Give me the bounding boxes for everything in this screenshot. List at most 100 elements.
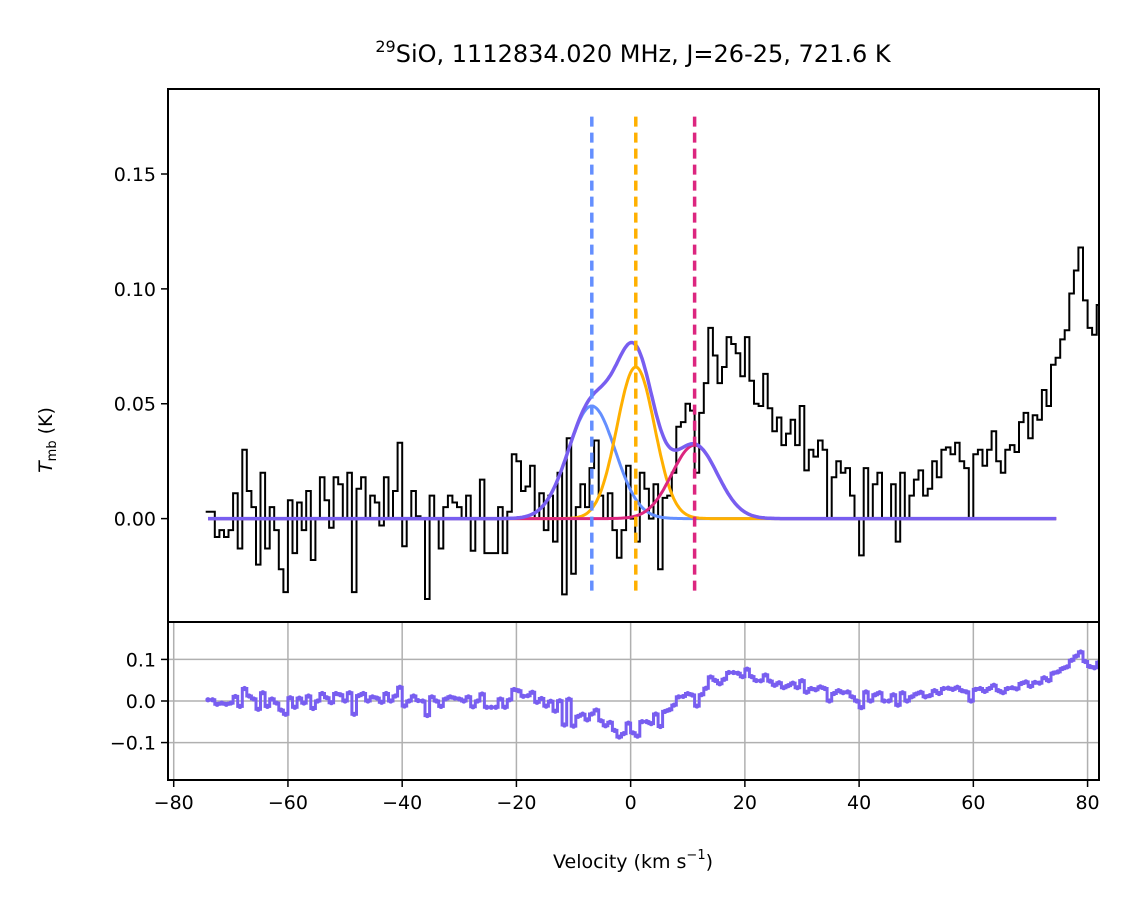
- residual-point: [1068, 657, 1075, 663]
- residual-point: [342, 698, 348, 704]
- residual-point: [639, 719, 645, 725]
- residual-ytick-label: 0.0: [126, 691, 156, 713]
- residual-point: [753, 677, 759, 684]
- residual-point: [470, 704, 476, 710]
- residual-point: [612, 727, 618, 734]
- residual-point: [232, 693, 238, 700]
- residual-point: [474, 698, 481, 704]
- residual-point: [785, 683, 791, 689]
- residual-point: [333, 690, 339, 697]
- residual-point: [1046, 678, 1052, 684]
- residual-point: [671, 702, 677, 708]
- chart-title: 29SiO, 1112834.020 MHz, J=26-25, 721.6 K: [375, 37, 891, 68]
- y-label-main: T: [35, 460, 57, 473]
- residual-point: [739, 674, 746, 680]
- residual-point: [420, 698, 426, 704]
- residual-point: [424, 712, 430, 719]
- residual-point: [1018, 680, 1024, 687]
- residual-point: [904, 698, 910, 704]
- xtick-label: −60: [268, 792, 308, 814]
- residual-point: [831, 690, 837, 697]
- residual-point: [781, 685, 787, 691]
- residual-point: [689, 692, 695, 698]
- residual-point: [264, 703, 270, 710]
- residual-point: [438, 703, 444, 710]
- residual-point: [840, 690, 846, 696]
- residual-point: [241, 685, 248, 692]
- residual-point: [548, 698, 554, 704]
- residual-point: [1000, 690, 1006, 696]
- residual-point: [694, 703, 700, 709]
- residual-point: [941, 685, 947, 692]
- residual-point: [369, 694, 376, 700]
- residual-point: [520, 693, 526, 699]
- residual-point: [918, 689, 924, 695]
- residual-point: [698, 692, 705, 698]
- residual-point: [813, 687, 819, 693]
- residual-point: [456, 696, 462, 702]
- residual-point: [205, 697, 211, 703]
- residual-point: [570, 723, 577, 729]
- residual-point: [516, 688, 522, 694]
- residual-point: [351, 711, 357, 717]
- residual-point: [625, 720, 631, 726]
- residual-point: [388, 698, 394, 704]
- residual-point: [447, 694, 453, 700]
- residual-point: [209, 697, 216, 703]
- residual-point: [1128, 643, 1133, 648]
- xtick-label: 60: [961, 792, 985, 814]
- xtick-label: −20: [496, 792, 536, 814]
- y-label-unit: (K): [35, 407, 57, 440]
- residual-point: [406, 698, 412, 704]
- residual-point: [246, 693, 252, 699]
- residual-point: [1036, 680, 1043, 686]
- x-axis-label: Velocity (km s−1): [553, 848, 713, 873]
- residual-point: [260, 690, 266, 696]
- residual-point: [1101, 646, 1106, 651]
- residual-point: [803, 689, 810, 695]
- main-ytick-label: 0.10: [114, 279, 156, 301]
- residual-point: [858, 705, 864, 711]
- residual-point: [465, 694, 472, 700]
- residual-point: [881, 698, 887, 704]
- residual-point: [662, 708, 668, 715]
- residual-point: [488, 704, 494, 710]
- residual-point: [511, 686, 517, 693]
- residual-point: [1106, 640, 1111, 645]
- magenta-gaussian-component: [208, 443, 1057, 521]
- residual-point: [634, 733, 641, 739]
- residual-point: [826, 698, 833, 704]
- residual-point: [374, 695, 380, 701]
- residual-point: [771, 682, 778, 688]
- residual-point: [525, 693, 531, 699]
- residual-point: [223, 701, 229, 707]
- residual-point: [973, 686, 979, 692]
- xtick-label: −40: [382, 792, 422, 814]
- residual-point: [1091, 665, 1098, 671]
- residual-point: [502, 704, 508, 710]
- residual-point: [379, 699, 385, 705]
- x-label-end: ): [706, 851, 713, 873]
- residual-point: [872, 692, 878, 698]
- residual-point: [415, 697, 421, 704]
- residual-point: [657, 723, 663, 730]
- residual-point: [790, 680, 796, 686]
- residual-point: [909, 694, 915, 700]
- residual-point: [922, 694, 928, 700]
- residual-point: [644, 719, 650, 725]
- residual-point: [886, 698, 892, 704]
- residual-point: [1032, 679, 1038, 685]
- residual-point: [712, 677, 718, 683]
- residual-point: [301, 700, 307, 706]
- residual-point: [479, 691, 485, 697]
- residual-point: [1087, 663, 1093, 670]
- residual-point: [296, 695, 302, 701]
- residual-point: [890, 692, 896, 698]
- residual-point: [538, 695, 545, 702]
- residual-point: [762, 672, 769, 678]
- residual-point: [461, 698, 467, 704]
- residual-point: [397, 684, 403, 690]
- residual-point: [602, 723, 609, 729]
- title-superscript: 29: [375, 37, 395, 56]
